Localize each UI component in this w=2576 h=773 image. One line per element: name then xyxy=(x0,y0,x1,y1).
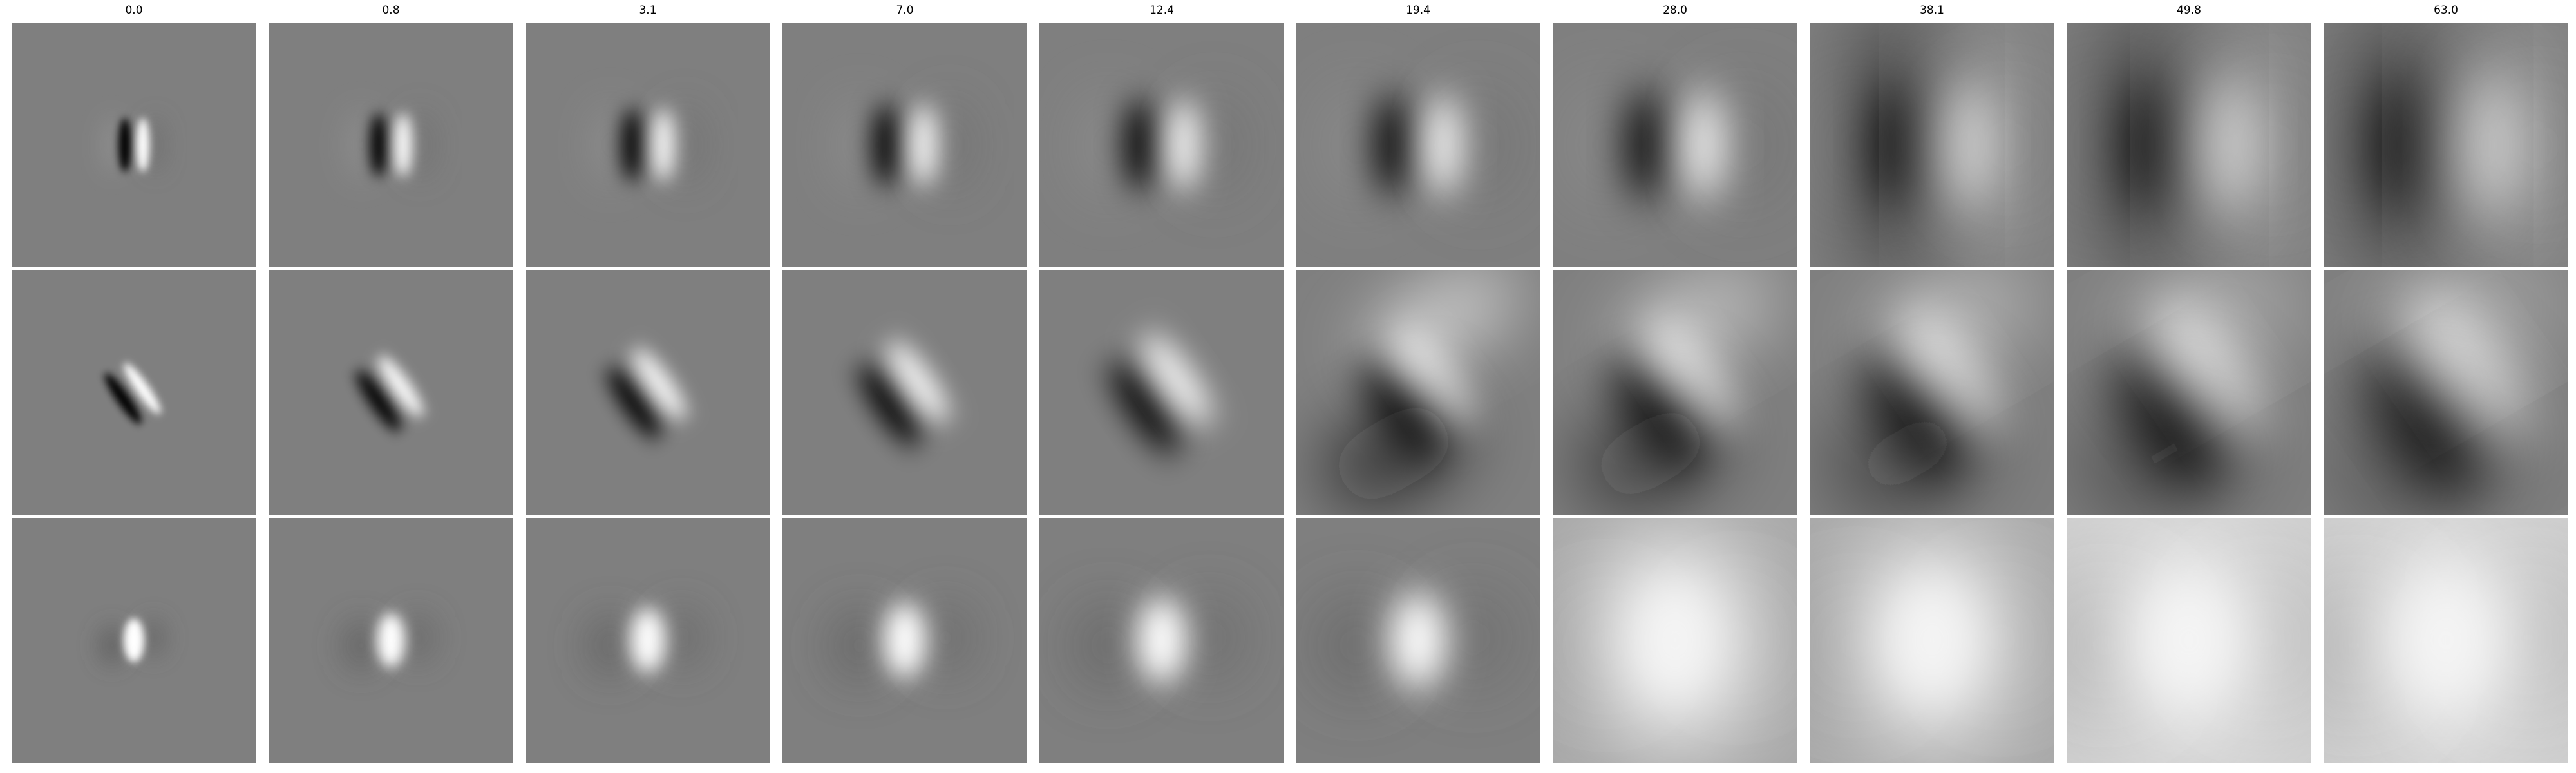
filter-panel xyxy=(1810,23,2054,267)
column-title: 3.1 xyxy=(639,4,657,17)
filter-panel xyxy=(1553,23,1797,267)
filter-panel xyxy=(269,518,513,763)
filter-panel xyxy=(1296,23,1540,267)
filter-panel xyxy=(2324,23,2568,267)
filter-panel xyxy=(1810,270,2054,515)
filter-panel xyxy=(526,270,770,515)
filter-panel xyxy=(12,23,256,267)
filter-panel xyxy=(1296,518,1540,763)
filter-panel xyxy=(782,518,1027,763)
filter-panel xyxy=(1296,270,1540,515)
column-title: 0.0 xyxy=(125,4,143,17)
filter-panel xyxy=(526,518,770,763)
column-title: 19.4 xyxy=(1406,4,1430,17)
column-title: 12.4 xyxy=(1150,4,1174,17)
column-title: 0.8 xyxy=(382,4,400,17)
filter-panel xyxy=(2067,518,2311,763)
filter-panel xyxy=(782,23,1027,267)
filter-panel xyxy=(2324,270,2568,515)
filter-panel xyxy=(269,23,513,267)
filter-panel xyxy=(2067,23,2311,267)
filter-panel xyxy=(2067,270,2311,515)
filter-panel xyxy=(2324,518,2568,763)
filter-panel xyxy=(782,270,1027,515)
column-title: 49.8 xyxy=(2177,4,2201,17)
filter-panel xyxy=(1810,518,2054,763)
filter-panel xyxy=(1553,270,1797,515)
filter-panel xyxy=(526,23,770,267)
filter-panel xyxy=(1039,23,1284,267)
filter-panel xyxy=(1039,518,1284,763)
column-title: 28.0 xyxy=(1663,4,1687,17)
filter-panel xyxy=(12,518,256,763)
column-title: 38.1 xyxy=(1920,4,1944,17)
filter-panel xyxy=(269,270,513,515)
column-title: 63.0 xyxy=(2434,4,2458,17)
filter-panel xyxy=(1553,518,1797,763)
column-title: 7.0 xyxy=(896,4,914,17)
filter-panel xyxy=(1039,270,1284,515)
filter-panel xyxy=(12,270,256,515)
